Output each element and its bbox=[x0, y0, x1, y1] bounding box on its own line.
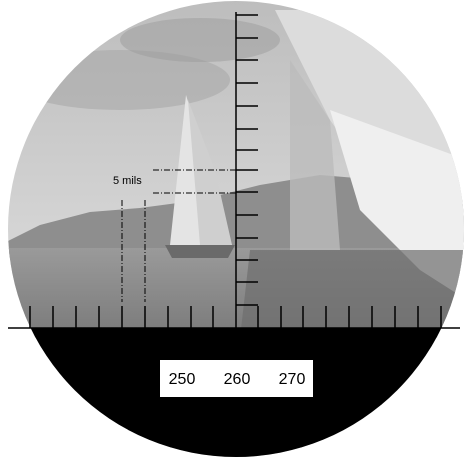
compass-reading: 250 bbox=[169, 371, 196, 388]
compass-box bbox=[160, 360, 313, 397]
mils-label: 5 mils bbox=[113, 175, 142, 187]
compass-reading: 260 bbox=[224, 371, 251, 388]
compass-reading: 270 bbox=[279, 371, 306, 388]
reticle bbox=[8, 12, 460, 329]
